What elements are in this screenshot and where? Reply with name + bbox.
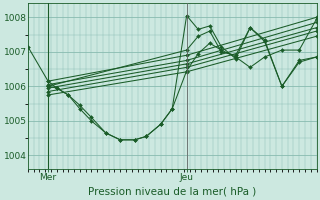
X-axis label: Pression niveau de la mer( hPa ): Pression niveau de la mer( hPa ) <box>88 187 256 197</box>
